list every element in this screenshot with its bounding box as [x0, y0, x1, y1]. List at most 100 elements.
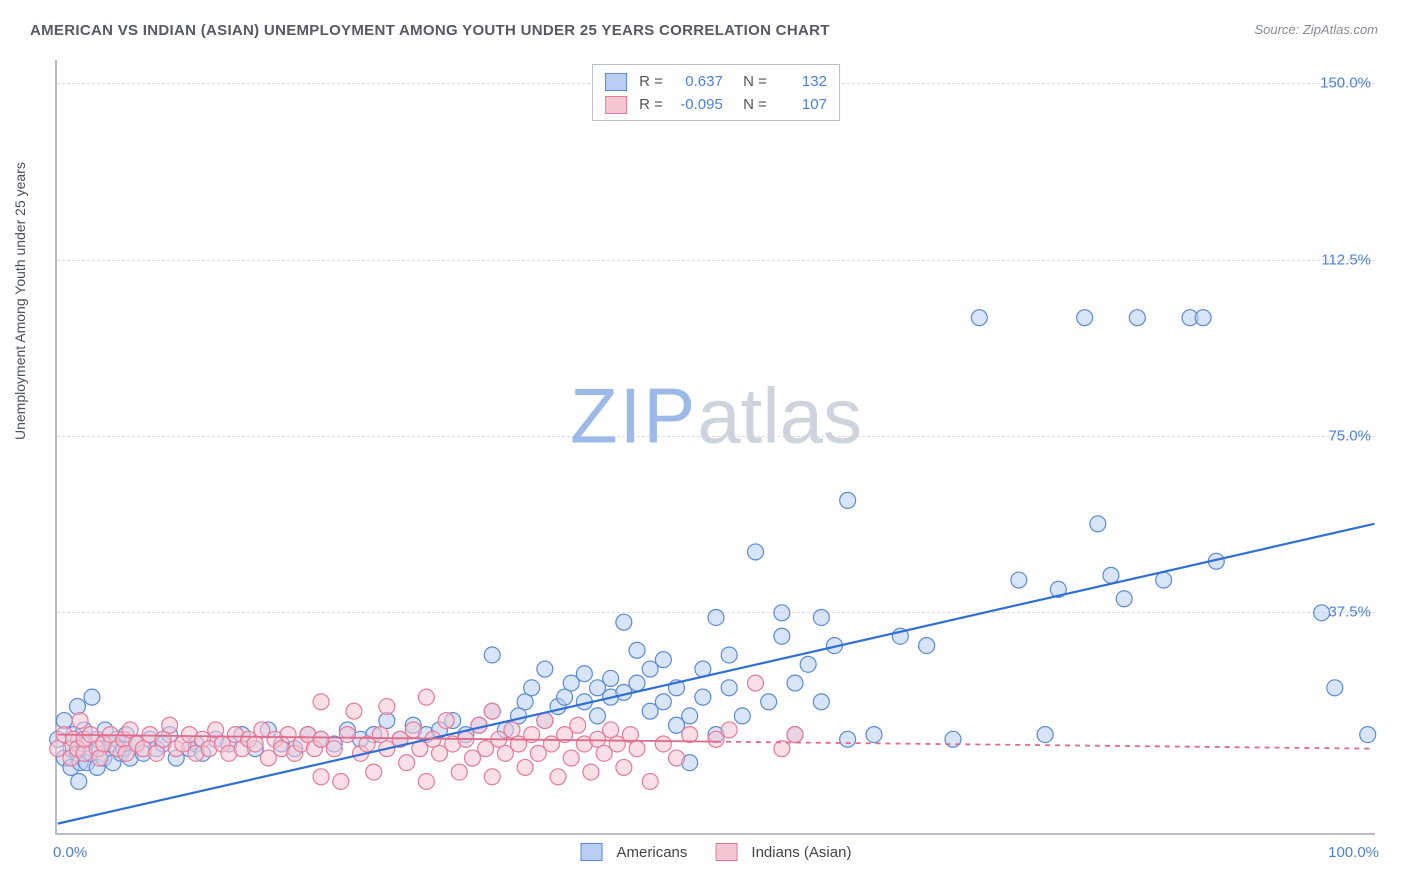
scatter-point[interactable] — [840, 492, 856, 508]
r-value-a: 0.637 — [669, 71, 723, 94]
legend-item-americans[interactable]: Americans — [581, 843, 688, 861]
scatter-point[interactable] — [524, 680, 540, 696]
scatter-point[interactable] — [1037, 727, 1053, 743]
swatch-indians — [605, 96, 627, 114]
scatter-point[interactable] — [379, 699, 395, 715]
scatter-point[interactable] — [583, 764, 599, 780]
source-label: Source: ZipAtlas.com — [1254, 22, 1378, 37]
scatter-point[interactable] — [1327, 680, 1343, 696]
scatter-point[interactable] — [629, 675, 645, 691]
y-tick: 112.5% — [1321, 251, 1377, 268]
r-value-i: -0.095 — [669, 94, 723, 117]
scatter-point[interactable] — [721, 647, 737, 663]
scatter-point[interactable] — [655, 736, 671, 752]
scatter-point[interactable] — [471, 717, 487, 733]
chart-title: AMERICAN VS INDIAN (ASIAN) UNEMPLOYMENT … — [30, 22, 830, 39]
scatter-point[interactable] — [748, 544, 764, 560]
scatter-point[interactable] — [866, 727, 882, 743]
stats-row-indians: R = -0.095 N = 107 — [605, 94, 827, 117]
scatter-point[interactable] — [438, 713, 454, 729]
scatter-point[interactable] — [563, 750, 579, 766]
scatter-point[interactable] — [682, 708, 698, 724]
scatter-point[interactable] — [748, 675, 764, 691]
x-tick-max: 100.0% — [1328, 844, 1379, 861]
n-value-i: 107 — [773, 94, 827, 117]
scatter-point[interactable] — [484, 647, 500, 663]
scatter-point[interactable] — [313, 694, 329, 710]
scatter-point[interactable] — [1195, 310, 1211, 326]
scatter-point[interactable] — [339, 727, 355, 743]
scatter-point[interactable] — [721, 722, 737, 738]
scatter-point[interactable] — [405, 722, 421, 738]
scatter-svg — [57, 60, 1375, 833]
scatter-point[interactable] — [84, 689, 100, 705]
scatter-point[interactable] — [1129, 310, 1145, 326]
scatter-point[interactable] — [451, 764, 467, 780]
scatter-point[interactable] — [333, 773, 349, 789]
scatter-point[interactable] — [1116, 591, 1132, 607]
scatter-point[interactable] — [399, 755, 415, 771]
scatter-point[interactable] — [695, 689, 711, 705]
scatter-point[interactable] — [734, 708, 750, 724]
scatter-point[interactable] — [629, 741, 645, 757]
scatter-point[interactable] — [813, 610, 829, 626]
scatter-point[interactable] — [642, 773, 658, 789]
scatter-point[interactable] — [761, 694, 777, 710]
scatter-point[interactable] — [92, 750, 108, 766]
n-label-a: N = — [743, 71, 767, 94]
scatter-point[interactable] — [708, 610, 724, 626]
scatter-point[interactable] — [71, 773, 87, 789]
scatter-point[interactable] — [484, 769, 500, 785]
scatter-point[interactable] — [1314, 605, 1330, 621]
scatter-point[interactable] — [787, 727, 803, 743]
r-label-a: R = — [639, 71, 663, 94]
scatter-point[interactable] — [346, 703, 362, 719]
plot-area: ZIPatlas 37.5%75.0%112.5%150.0% 0.0% 100… — [55, 60, 1375, 835]
scatter-point[interactable] — [629, 642, 645, 658]
x-tick-min: 0.0% — [53, 844, 87, 861]
scatter-point[interactable] — [682, 727, 698, 743]
scatter-point[interactable] — [800, 656, 816, 672]
scatter-point[interactable] — [69, 699, 85, 715]
scatter-point[interactable] — [655, 652, 671, 668]
scatter-point[interactable] — [971, 310, 987, 326]
scatter-point[interactable] — [366, 764, 382, 780]
scatter-point[interactable] — [537, 661, 553, 677]
scatter-point[interactable] — [840, 731, 856, 747]
scatter-point[interactable] — [669, 750, 685, 766]
scatter-point[interactable] — [721, 680, 737, 696]
scatter-point[interactable] — [774, 605, 790, 621]
scatter-point[interactable] — [72, 713, 88, 729]
swatch-americans — [605, 73, 627, 91]
scatter-point[interactable] — [162, 717, 178, 733]
scatter-point[interactable] — [570, 717, 586, 733]
legend-item-indians[interactable]: Indians (Asian) — [715, 843, 851, 861]
scatter-point[interactable] — [1077, 310, 1093, 326]
scatter-point[interactable] — [787, 675, 803, 691]
scatter-point[interactable] — [1103, 567, 1119, 583]
scatter-point[interactable] — [590, 708, 606, 724]
y-tick: 75.0% — [1328, 427, 1377, 444]
scatter-point[interactable] — [616, 614, 632, 630]
scatter-point[interactable] — [655, 694, 671, 710]
scatter-point[interactable] — [813, 694, 829, 710]
scatter-point[interactable] — [603, 670, 619, 686]
scatter-point[interactable] — [1360, 727, 1376, 743]
scatter-point[interactable] — [919, 638, 935, 654]
scatter-point[interactable] — [418, 689, 434, 705]
scatter-point[interactable] — [774, 628, 790, 644]
scatter-point[interactable] — [484, 703, 500, 719]
scatter-point[interactable] — [313, 769, 329, 785]
legend: Americans Indians (Asian) — [581, 843, 852, 861]
scatter-point[interactable] — [326, 741, 342, 757]
scatter-point[interactable] — [1011, 572, 1027, 588]
scatter-point[interactable] — [1090, 516, 1106, 532]
y-axis-label: Unemployment Among Youth under 25 years — [12, 162, 28, 440]
scatter-point[interactable] — [517, 759, 533, 775]
scatter-point[interactable] — [616, 759, 632, 775]
legend-swatch-indians — [715, 843, 737, 861]
scatter-point[interactable] — [418, 773, 434, 789]
scatter-point[interactable] — [576, 666, 592, 682]
scatter-point[interactable] — [1156, 572, 1172, 588]
scatter-point[interactable] — [550, 769, 566, 785]
